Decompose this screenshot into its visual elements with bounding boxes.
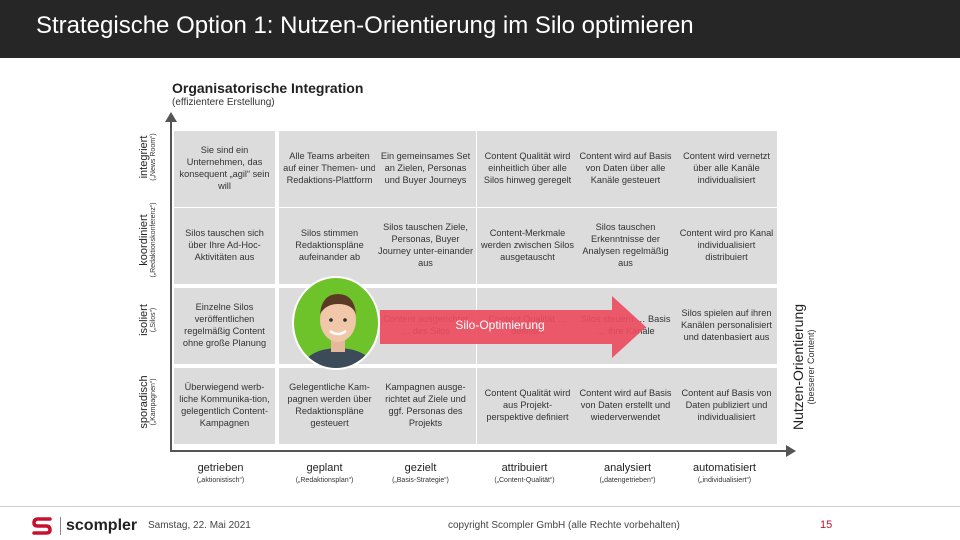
matrix-cell: Kampagnen ausge-richtet auf Ziele und gg… (375, 368, 476, 444)
org-axis-title: Organisatorische Integration (172, 80, 364, 96)
right-axis-subtitle: (besserer Content) (806, 329, 816, 405)
column-label-main: getrieben (197, 462, 244, 474)
column-label-analysiert: analysiert („datengetrieben“) (577, 462, 678, 484)
vertical-axis-arrowhead (165, 112, 177, 122)
column-label-sub: („individualisiert“) (697, 477, 752, 484)
row-label-integriert: integriert („News Room“) (138, 122, 157, 192)
column-label-sub: („Basis-Strategie“) (392, 477, 449, 484)
slide-title: Strategische Option 1: Nutzen-Orientieru… (36, 12, 694, 39)
column-label-main: gezielt (404, 462, 437, 474)
column-label-main: attribuiert (501, 462, 548, 474)
column-label-gezielt: gezielt („Basis-Strategie“) (370, 462, 471, 484)
column-label-main: analysiert (603, 462, 652, 474)
column-label-main: automatisiert (693, 462, 756, 474)
matrix-cell: Gelegentliche Kam-pagnen werden über Red… (279, 368, 380, 444)
matrix-cell: Silos tauschen Ziele, Personas, Buyer Jo… (375, 208, 476, 284)
org-axis-subtitle: (effizientere Erstellung) (172, 97, 275, 108)
matrix-cell: Content auf Basis von Daten publiziert u… (676, 368, 777, 444)
page-number: 15 (820, 519, 833, 531)
column-label-automatisiert: automatisiert („individualisiert“) (674, 462, 775, 484)
row-label-isoliert: isoliert („Silos“) (138, 290, 157, 350)
column-label-sub: („Redaktionsplan“) (295, 477, 354, 484)
column-label-attribuiert: attribuiert („Content-Qualität“) (474, 462, 575, 484)
scompler-logo-icon (32, 517, 52, 535)
column-label-sub: („datengetrieben“) (599, 477, 656, 484)
matrix-cell: Silos tauschen sich über Ihre Ad-Hoc-Akt… (174, 208, 275, 284)
matrix-cell: Content wird vernetzt über alle Kanäle i… (676, 131, 777, 207)
matrix-cell: Überwiegend werb-liche Kommunika-tion, g… (174, 368, 275, 444)
matrix-cell: Sie sind ein Unternehmen, das konsequent… (174, 131, 275, 207)
vertical-axis (170, 116, 172, 452)
row-label-sub: („News Room“) (150, 133, 157, 181)
column-label-geplant: geplant („Redaktionsplan“) (274, 462, 375, 484)
silo-optimization-arrow (380, 296, 646, 358)
person-portrait (292, 276, 380, 370)
footer-date: Samstag, 22. Mai 2021 (148, 520, 251, 531)
row-label-sporadisch: sporadisch („Kampagnen“) (138, 364, 157, 440)
matrix-cell: Content Qualität wird einheitlich über a… (477, 131, 578, 207)
row-label-sub: („Redaktionskonferenz“) (150, 202, 157, 278)
matrix-cell: Content Qualität wird aus Projekt-perspe… (477, 368, 578, 444)
row-label-sub: („Silos“) (150, 307, 157, 333)
column-label-sub: („aktionistisch“) (196, 477, 245, 484)
row-label-main: koordiniert (138, 214, 150, 266)
matrix-cell: Content wird pro Kanal individualisiert … (676, 208, 777, 284)
row-label-main: integriert (138, 135, 150, 179)
column-label-getrieben: getrieben („aktionistisch“) (170, 462, 271, 484)
footer-divider (0, 506, 960, 507)
matrix-cell: Silos stimmen Redaktionspläne aufeinande… (279, 208, 380, 284)
logo-divider (60, 517, 61, 535)
matrix-cell: Alle Teams arbeiten auf einer Themen- un… (279, 131, 380, 207)
right-axis-title: Nutzen-Orientierung (790, 303, 806, 431)
footer-copyright: copyright Scompler GmbH (alle Rechte vor… (448, 520, 680, 531)
right-axis-label: Nutzen-Orientierung (besserer Content) (790, 282, 816, 452)
matrix-cell: Content wird auf Basis von Daten über al… (575, 131, 676, 207)
matrix-cell: Content-Merkmale werden zwischen Silos a… (477, 208, 578, 284)
silo-optimization-label: Silo-Optimierung (455, 318, 545, 332)
horizontal-axis (170, 450, 790, 452)
horizontal-axis-arrowhead (786, 445, 796, 457)
matrix-cell: Silos tauschen Erkenntnisse der Analysen… (575, 208, 676, 284)
row-label-sub: („Kampagnen“) (150, 378, 157, 426)
column-label-sub: („Content-Qualität“) (494, 477, 555, 484)
title-bar: Strategische Option 1: Nutzen-Orientieru… (0, 0, 960, 58)
matrix-cell: Einzelne Silos veröffentlichen regelmäßi… (174, 288, 275, 364)
row-label-main: isoliert (138, 304, 150, 336)
matrix-cell: Content wird auf Basis von Daten erstell… (575, 368, 676, 444)
scompler-logo: scompler (30, 514, 137, 538)
matrix-cell: Ein gemeinsames Set an Zielen, Personas … (375, 131, 476, 207)
row-label-main: sporadisch (138, 375, 150, 429)
column-label-main: geplant (306, 462, 343, 474)
matrix-cell: Silos spielen auf ihren Kanälen personal… (676, 288, 777, 364)
row-label-koordiniert: koordiniert („Redaktionskonferenz“) (138, 192, 157, 288)
logo-text: scompler (66, 517, 138, 534)
